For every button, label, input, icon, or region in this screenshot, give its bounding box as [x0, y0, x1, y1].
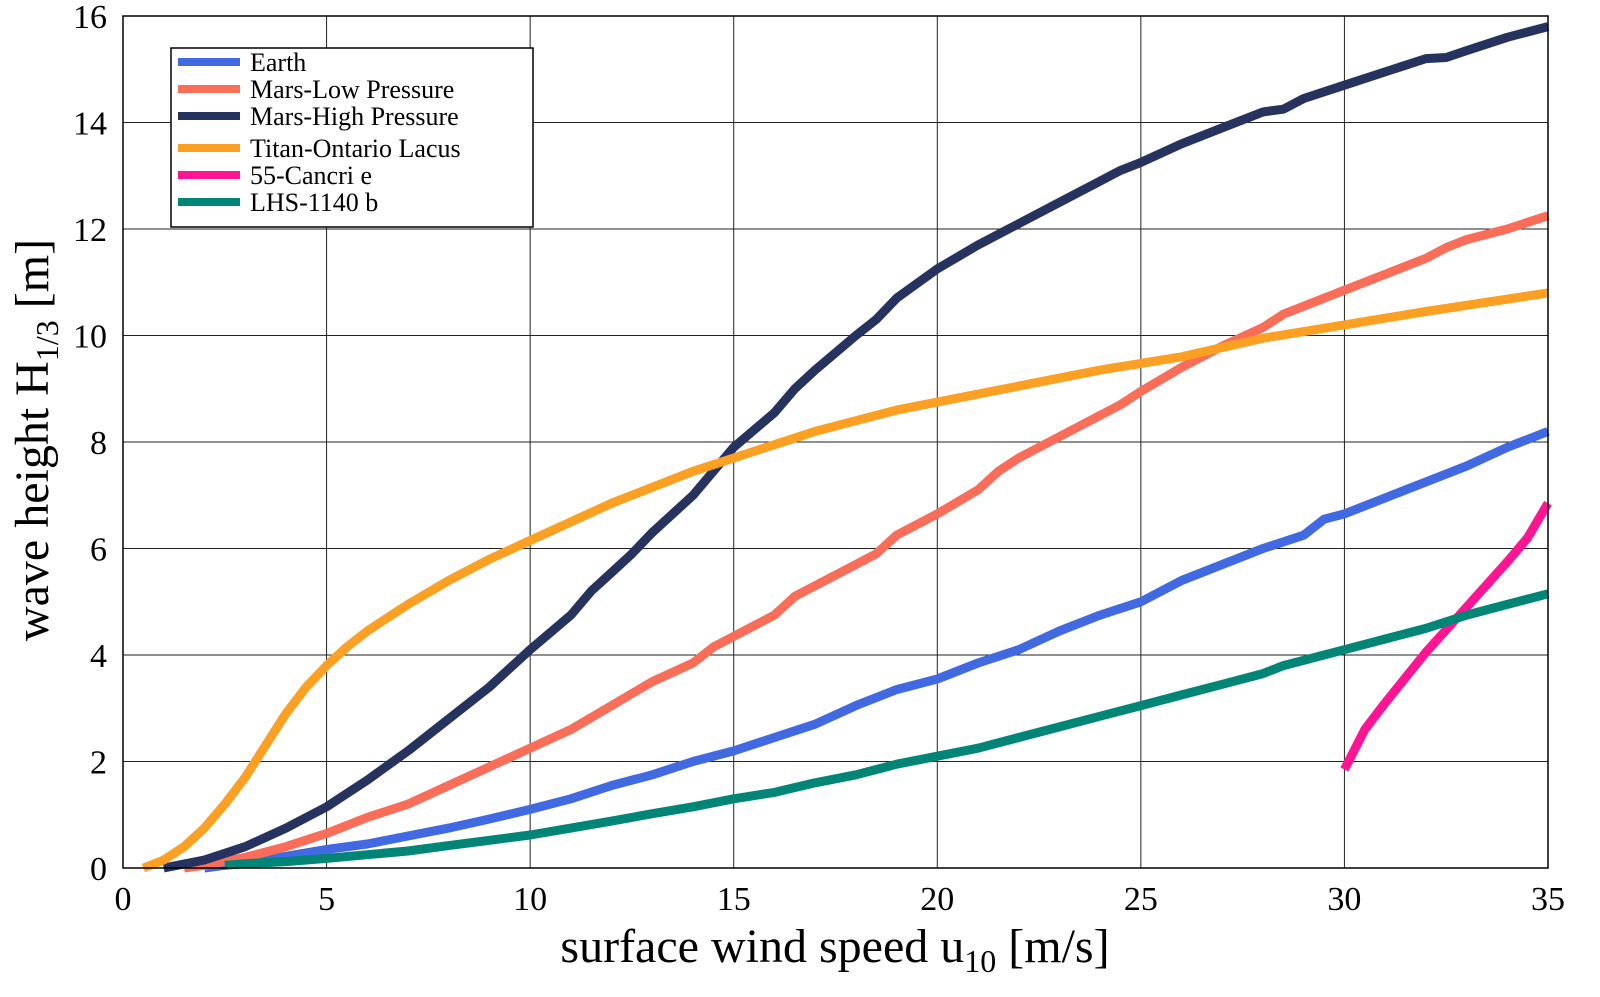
x-axis-label: surface wind speed u10 [m/s]: [560, 920, 1109, 979]
series-line-lhs-1140-b: [224, 589, 1550, 870]
x-tick-label: 35: [1531, 881, 1565, 918]
legend-entry: Titan-Ontario Lacus: [250, 134, 461, 163]
x-tick-label: 30: [1327, 881, 1361, 918]
y-tick-label: 0: [90, 851, 107, 888]
x-axis-label-unit: [m/s]: [996, 920, 1109, 973]
y-tick-label: 10: [73, 319, 107, 356]
y-axis-label-subscript: 1/3: [29, 320, 65, 361]
y-tick-label: 4: [90, 638, 107, 675]
series-line-titan-ontario-lacus: [141, 288, 1549, 873]
y-tick-label: 8: [90, 425, 107, 462]
y-tick-label: 16: [73, 0, 107, 36]
y-tick-label: 12: [73, 212, 107, 249]
y-axis-label-text: wave height H: [6, 361, 59, 641]
y-tick-label: 2: [90, 745, 107, 782]
legend-box: [170, 47, 534, 228]
y-axis-label-unit: [m]: [6, 239, 59, 320]
legend-entry: LHS-1140 b: [250, 188, 378, 217]
y-axis-label: wave height H1/3 [m]: [6, 239, 65, 641]
x-tick-label: 0: [115, 881, 132, 918]
legend-entry: Mars-High Pressure: [250, 102, 459, 131]
legend-entry: Earth: [250, 48, 306, 77]
x-tick-label: 10: [513, 881, 547, 918]
series-line-mars-low-pressure: [183, 211, 1550, 873]
series-line-earth: [203, 427, 1550, 873]
tick-labels: 0 5 10 15 20 25 30 35 0 2 4 6 8 10 12 14 16: [73, 0, 1565, 918]
x-axis-label-text: surface wind speed u: [560, 920, 964, 973]
y-tick-label: 14: [73, 106, 107, 143]
x-axis-label-subscript: 10: [964, 943, 996, 979]
series-lines: [141, 22, 1552, 873]
x-tick-label: 15: [717, 881, 751, 918]
x-tick-label: 5: [318, 881, 335, 918]
series-line-55-cancri-e: [1340, 500, 1552, 772]
legend-entry: 55-Cancri e: [250, 161, 372, 190]
legend-entry: Mars-Low Pressure: [250, 75, 454, 104]
series-line-mars-high-pressure: [162, 22, 1550, 873]
x-tick-label: 25: [1124, 881, 1158, 918]
y-tick-label: 6: [90, 532, 107, 569]
x-tick-label: 20: [920, 881, 954, 918]
plot-frame: [122, 15, 1549, 869]
